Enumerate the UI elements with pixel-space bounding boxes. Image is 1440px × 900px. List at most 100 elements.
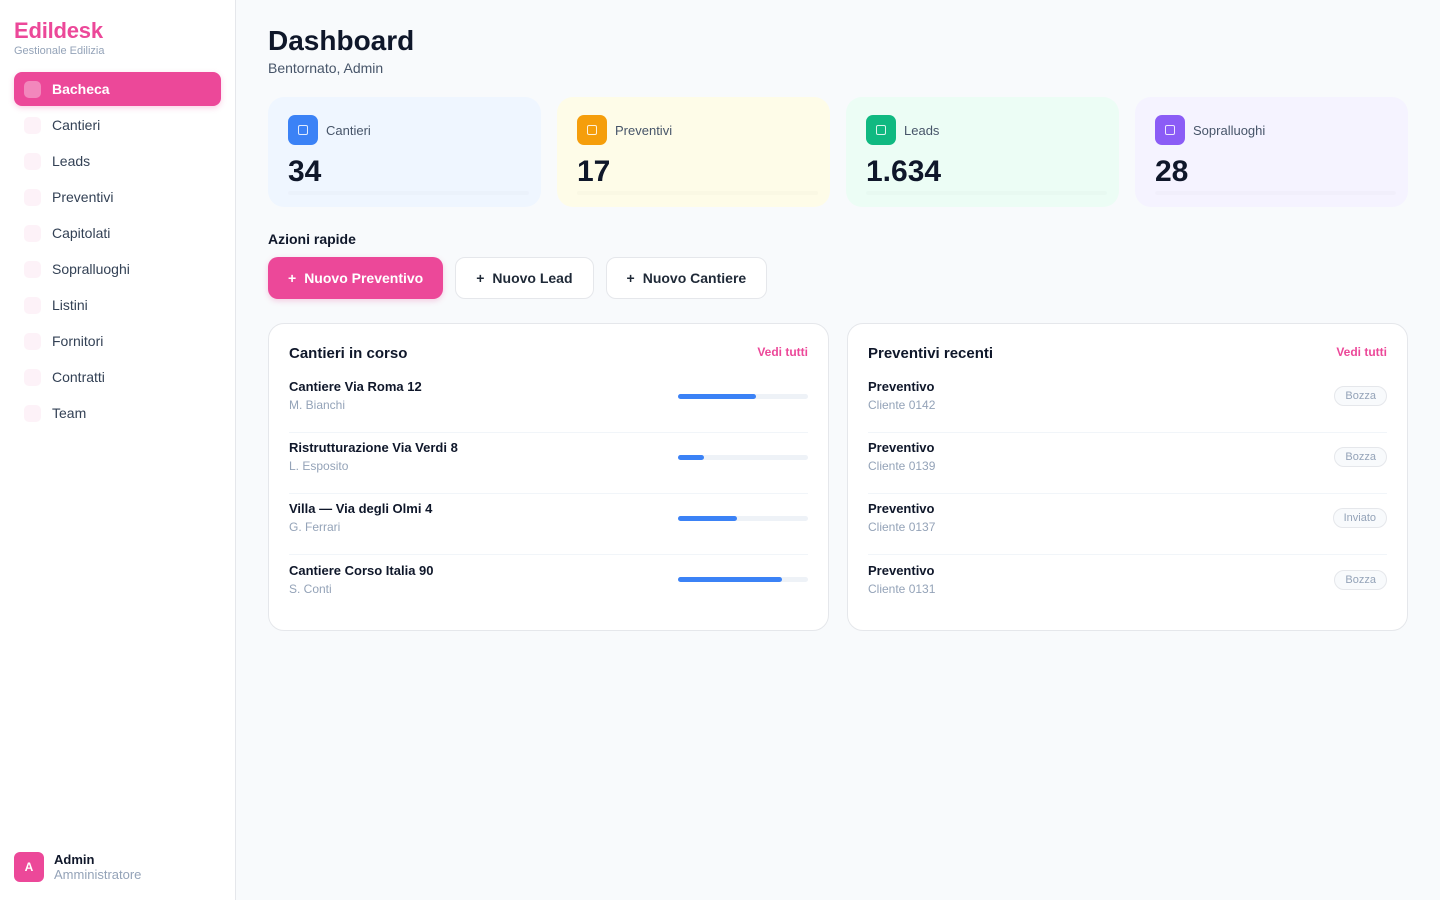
brand-subtitle: Gestionale Edilizia (14, 45, 105, 57)
status-badge: Bozza (1334, 569, 1387, 590)
site-manager: G. Ferrari (289, 520, 341, 534)
stat-divider (866, 191, 1107, 195)
stat-label: Leads (904, 122, 940, 138)
list-icon (24, 296, 41, 314)
quick-actions: + Nuovo Preventivo + Nuovo Lead + Nuovo … (268, 257, 768, 299)
sidebar-item-fornitori[interactable]: Fornitori (14, 324, 221, 358)
list-item[interactable]: Preventivo Cliente 0137 Inviato (868, 494, 1387, 555)
quick-actions-label: Azioni rapide (268, 231, 356, 247)
list-item[interactable]: Preventivo Cliente 0142 Bozza (868, 372, 1387, 433)
progress-bar (678, 515, 808, 521)
quote-client: Cliente 0142 (868, 398, 936, 412)
quote-name: Preventivo (868, 562, 935, 578)
document-icon (24, 188, 41, 206)
sidebar-item-label: Team (52, 405, 87, 421)
users-icon (866, 115, 896, 145)
stat-card-leads[interactable]: Leads 1.634 (846, 97, 1119, 207)
stat-label: Cantieri (326, 122, 371, 138)
sidebar-item-label: Fornitori (52, 333, 104, 349)
sidebar-item-label: Capitolati (52, 225, 111, 241)
stats-row: Cantieri 34 Preventivi 17 Leads 1.634 So… (268, 97, 1408, 207)
site-manager: S. Conti (289, 581, 332, 596)
list-item[interactable]: Preventivo Cliente 0139 Bozza (868, 433, 1387, 494)
list-item[interactable]: Preventivo Cliente 0131 Bozza (868, 555, 1387, 616)
stat-value: 34 (288, 155, 322, 188)
sidebar-item-cantieri[interactable]: Cantieri (14, 108, 221, 142)
quote-client: Cliente 0131 (868, 581, 936, 596)
stat-card-sopralluoghi[interactable]: Sopralluoghi 28 (1135, 97, 1408, 207)
brand: Edildesk Gestionale Edilizia (14, 18, 105, 58)
quote-client: Cliente 0137 (868, 520, 936, 534)
view-all-quotes-link[interactable]: Vedi tutti (1336, 344, 1387, 359)
page-title: Dashboard (268, 25, 415, 56)
sidebar-item-bacheca[interactable]: Bacheca (14, 72, 221, 106)
stat-value: 28 (1155, 155, 1189, 188)
site-name: Ristrutturazione Via Verdi 8 (289, 440, 458, 455)
dashboard-icon (24, 80, 41, 98)
sidebar-item-label: Listini (52, 297, 88, 313)
stat-value: 17 (577, 155, 611, 188)
button-label: Nuovo Lead (492, 270, 573, 286)
contract-icon (24, 368, 41, 386)
sidebar-item-capitolati[interactable]: Capitolati (14, 216, 221, 250)
page-subtitle: Bentornato, Admin (268, 60, 384, 76)
clipboard-icon (1155, 115, 1185, 145)
stat-divider (288, 191, 529, 195)
document-icon (577, 115, 607, 145)
sidebar-item-team[interactable]: Team (14, 396, 221, 430)
sidebar-item-label: Leads (52, 153, 91, 169)
stat-value: 1.634 (866, 155, 942, 188)
sidebar-item-label: Preventivi (52, 189, 114, 205)
stat-label: Sopralluoghi (1193, 122, 1266, 138)
stat-label: Preventivi (615, 122, 673, 138)
team-icon (24, 404, 41, 422)
button-label: Nuovo Cantiere (642, 270, 747, 286)
sidebar-item-preventivi[interactable]: Preventivi (14, 180, 221, 214)
stat-divider (577, 191, 818, 195)
building-icon (24, 116, 41, 134)
progress-bar (678, 577, 808, 582)
brand-name[interactable]: Edildesk (14, 18, 103, 43)
plus-icon: + (476, 270, 485, 286)
list-item[interactable]: Villa — Via degli Olmi 4 G. Ferrari (289, 494, 808, 555)
sidebar-item-listini[interactable]: Listini (14, 288, 221, 322)
sidebar-nav: Bacheca Cantieri Leads Preventivi Capito… (14, 72, 221, 432)
site-name: Villa — Via degli Olmi 4 (289, 501, 433, 516)
sidebar-item-sopralluoghi[interactable]: Sopralluoghi (14, 252, 221, 286)
sidebar-item-leads[interactable]: Leads (14, 144, 221, 178)
stat-divider (1155, 191, 1396, 195)
sidebar-item-label: Sopralluoghi (52, 261, 130, 277)
new-lead-button[interactable]: + Nuovo Lead (455, 257, 594, 299)
view-all-sites-link[interactable]: Vedi tutti (757, 344, 808, 359)
site-manager: L. Esposito (289, 459, 349, 473)
sidebar-item-label: Cantieri (52, 117, 101, 133)
site-name: Cantiere Corso Italia 90 (289, 562, 434, 578)
users-icon (24, 152, 41, 170)
sidebar-item-label: Bacheca (52, 81, 110, 97)
status-badge: Bozza (1334, 447, 1387, 467)
quote-name: Preventivo (868, 379, 935, 394)
clipboard-icon (24, 260, 41, 278)
avatar: A (14, 852, 44, 882)
new-quote-button[interactable]: + Nuovo Preventivo (268, 257, 444, 299)
status-badge: Bozza (1334, 386, 1387, 406)
list-item[interactable]: Cantiere Corso Italia 90 S. Conti (289, 555, 808, 616)
new-site-button[interactable]: + Nuovo Cantiere (605, 257, 768, 299)
panel-title: Preventivi recenti (868, 344, 994, 362)
site-manager: M. Bianchi (289, 398, 346, 412)
page-header: Dashboard Bentornato, Admin (268, 24, 414, 76)
active-sites-panel: Cantieri in corso Vedi tutti Cantiere Vi… (268, 323, 829, 631)
list-item[interactable]: Ristrutturazione Via Verdi 8 L. Esposito (289, 433, 808, 494)
list-item[interactable]: Cantiere Via Roma 12 M. Bianchi (289, 372, 808, 433)
stat-card-cantieri[interactable]: Cantieri 34 (268, 97, 541, 207)
plus-icon: + (626, 270, 635, 286)
sidebar-item-contratti[interactable]: Contratti (14, 360, 221, 394)
truck-icon (24, 332, 41, 350)
quote-client: Cliente 0139 (868, 459, 936, 473)
sidebar-item-label: Contratti (52, 369, 105, 385)
progress-bar (678, 454, 808, 460)
recent-quotes-panel: Preventivi recenti Vedi tutti Preventivo… (847, 323, 1408, 631)
stat-card-preventivi[interactable]: Preventivi 17 (557, 97, 830, 207)
quote-name: Preventivo (868, 501, 935, 516)
user-profile[interactable]: A Admin Amministratore (14, 852, 141, 882)
